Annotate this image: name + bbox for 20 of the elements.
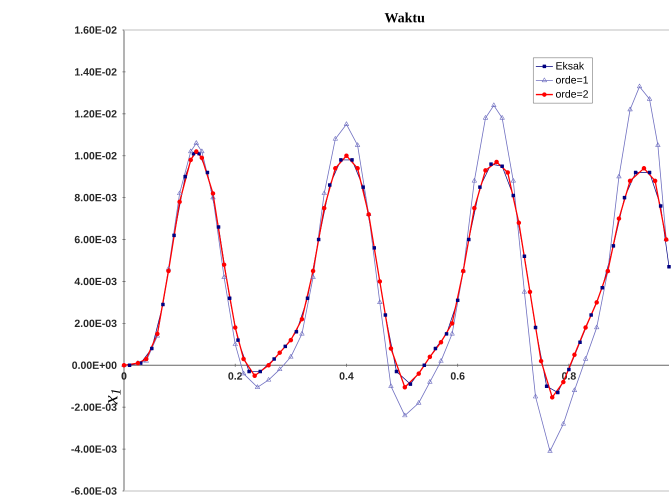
x-tick-label: 0.2 (228, 372, 242, 380)
y-tick-label: 0.00E+00 (72, 362, 117, 369)
y-tick-label: 2.00E-03 (74, 320, 117, 328)
y-tick-label: 6.00E-03 (74, 236, 117, 244)
legend-label: orde=2 (556, 90, 588, 98)
y-tick-label: -2.00E-03 (71, 403, 117, 411)
y-tick-label: 1.00E-02 (75, 152, 117, 160)
y-tick-label: -6.00E-03 (71, 487, 117, 495)
x-axis-title: Waktu (384, 12, 425, 22)
legend-label: Eksak (556, 62, 584, 70)
y-tick-label: 4.00E-03 (74, 278, 117, 286)
y-tick-label: 8.00E-03 (74, 194, 117, 202)
y-tick-label: 1.20E-02 (75, 110, 117, 118)
legend-label: orde=1 (556, 76, 588, 84)
x-tick-label: 0.4 (340, 372, 354, 380)
x-tick-label: 0.6 (450, 372, 465, 380)
y-tick-label: 1.40E-02 (75, 68, 117, 76)
y-tick-label: 1.60E-02 (75, 26, 117, 34)
y-axis-title: x$_{1}$ (108, 390, 120, 404)
y-tick-label: -4.00E-03 (71, 445, 117, 453)
